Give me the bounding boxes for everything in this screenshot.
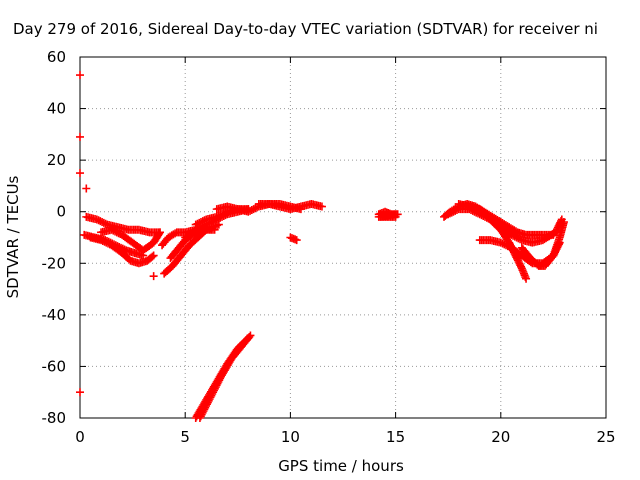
- data-point: [155, 229, 164, 238]
- data-point: [191, 220, 200, 229]
- data-point: [216, 211, 225, 220]
- data-point: [516, 235, 525, 244]
- y-axis-label: SDTVAR / TECUs: [4, 175, 22, 298]
- data-point: [445, 209, 454, 218]
- data-point: [114, 229, 123, 238]
- data-point: [512, 233, 521, 242]
- data-point: [101, 219, 110, 228]
- data-point: [200, 216, 209, 225]
- data-points: [76, 71, 568, 422]
- y-tick-label: 40: [47, 100, 66, 118]
- data-point: [195, 218, 204, 227]
- data-point: [193, 219, 202, 228]
- data-point: [391, 212, 400, 221]
- data-point: [246, 331, 255, 340]
- data-point: [99, 218, 108, 227]
- data-point: [559, 218, 568, 227]
- data-point: [210, 225, 219, 234]
- x-tick-label: 0: [75, 428, 85, 446]
- data-point: [496, 238, 505, 247]
- x-tick-label: 25: [596, 428, 615, 446]
- data-point: [449, 207, 458, 216]
- plot-frame: [79, 56, 607, 419]
- data-point: [112, 228, 121, 237]
- data-point: [76, 132, 84, 141]
- y-tick-label: -40: [42, 306, 67, 324]
- axis-ticks: 0 5 10 15 20 25 -80 -60 -40 -20 0 20 40 60: [42, 48, 616, 446]
- y-tick-label: 0: [56, 203, 66, 221]
- data-point: [148, 252, 157, 261]
- data-point: [317, 202, 326, 211]
- data-point: [502, 241, 511, 250]
- x-tick-label: 5: [180, 428, 190, 446]
- data-point: [109, 226, 118, 235]
- x-tick-label: 10: [281, 428, 300, 446]
- data-point: [198, 217, 207, 226]
- data-point: [292, 236, 301, 245]
- data-point: [107, 225, 116, 234]
- data-point: [149, 251, 158, 260]
- data-point: [97, 236, 106, 245]
- data-point: [82, 184, 91, 193]
- data-point: [500, 240, 509, 249]
- data-point: [451, 206, 460, 215]
- data-point: [212, 212, 221, 221]
- data-point: [503, 242, 512, 251]
- data-point: [522, 274, 531, 283]
- data-point: [96, 217, 105, 226]
- data-point: [76, 71, 84, 80]
- data-point: [251, 204, 260, 213]
- data-point: [244, 207, 253, 216]
- data-point: [245, 332, 254, 341]
- x-tick-label: 15: [386, 428, 405, 446]
- y-tick-label: 20: [47, 151, 66, 169]
- data-point: [102, 238, 111, 247]
- data-point: [76, 169, 84, 178]
- y-tick-label: 60: [47, 48, 66, 66]
- data-point: [444, 210, 453, 219]
- data-point: [507, 230, 516, 239]
- x-tick-label: 20: [491, 428, 510, 446]
- data-point: [155, 228, 164, 237]
- data-point: [498, 239, 507, 248]
- data-point: [447, 208, 456, 217]
- data-point: [92, 215, 101, 224]
- data-point: [98, 218, 107, 227]
- data-point: [98, 236, 107, 245]
- chart-title: Day 279 of 2016, Sidereal Day-to-day VTE…: [13, 20, 598, 38]
- data-point: [247, 205, 256, 214]
- y-tick-label: -80: [42, 409, 67, 427]
- data-point: [249, 205, 258, 214]
- data-point: [514, 234, 523, 243]
- data-point: [94, 216, 103, 225]
- x-axis-label: GPS time / hours: [278, 457, 404, 475]
- data-point: [104, 239, 113, 248]
- y-tick-label: -60: [42, 357, 67, 375]
- data-point: [76, 388, 84, 397]
- data-point: [149, 272, 158, 281]
- data-point: [246, 206, 255, 215]
- data-point: [196, 218, 205, 227]
- data-point: [214, 212, 223, 221]
- y-tick-label: -20: [42, 254, 67, 272]
- data-point: [452, 205, 461, 214]
- data-point: [100, 237, 109, 246]
- data-point: [509, 231, 518, 240]
- data-point: [111, 227, 120, 236]
- data-point: [510, 232, 519, 241]
